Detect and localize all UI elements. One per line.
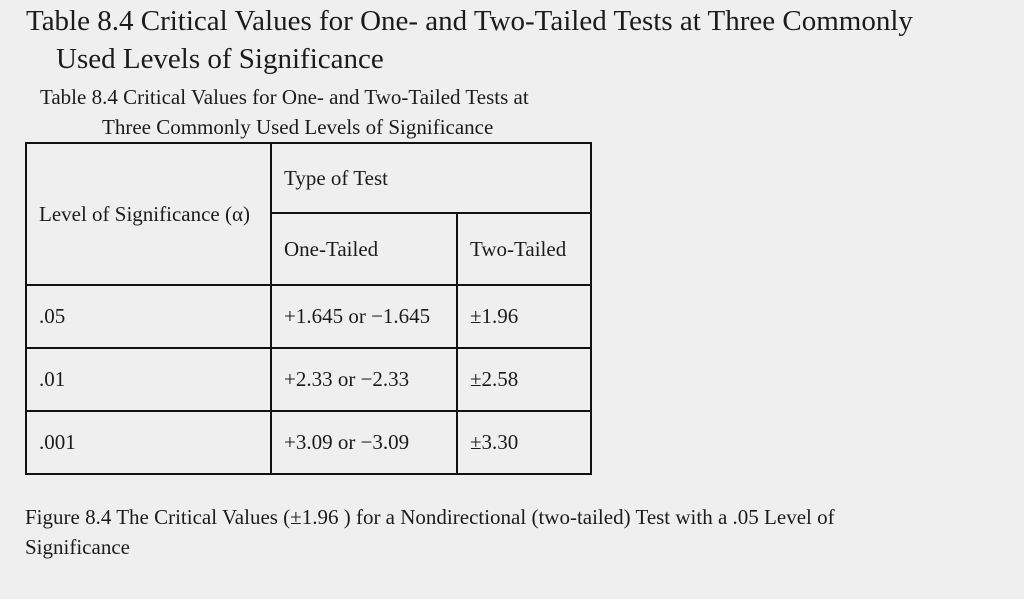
cell-level: .001 <box>25 410 272 475</box>
table-header-row: Level of Significance (α) Type of Test <box>25 142 592 286</box>
cell-two-tailed: ±3.30 <box>456 410 592 475</box>
table-row: .05 +1.645 or −1.645 ±1.96 <box>25 284 592 349</box>
table-row: .01 +2.33 or −2.33 ±2.58 <box>25 347 592 412</box>
cell-level: .05 <box>25 284 272 349</box>
table-caption-line-1: Table 8.4 Critical Values for One- and T… <box>40 85 529 109</box>
cell-one-tailed: +2.33 or −2.33 <box>270 347 458 412</box>
table-caption-line-2: Three Commonly Used Levels of Significan… <box>102 115 494 139</box>
cell-level: .01 <box>25 347 272 412</box>
header-two-tailed: Two-Tailed <box>456 212 592 286</box>
table-caption: Table 8.4 Critical Values for One- and T… <box>40 82 600 142</box>
header-level-of-significance: Level of Significance (α) <box>25 142 272 286</box>
figure-caption: Figure 8.4 The Critical Values (±1.96 ) … <box>25 505 835 559</box>
table-row: .001 +3.09 or −3.09 ±3.30 <box>25 410 592 475</box>
page-title: Table 8.4 Critical Values for One- and T… <box>26 2 1006 78</box>
cell-two-tailed: ±1.96 <box>456 284 592 349</box>
table-subheader-row: One-Tailed Two-Tailed <box>26 212 592 286</box>
cell-two-tailed: ±2.58 <box>456 347 592 412</box>
critical-values-table: Level of Significance (α) Type of Test O… <box>25 142 592 475</box>
header-one-tailed: One-Tailed <box>270 212 458 286</box>
cell-one-tailed: +1.645 or −1.645 <box>270 284 458 349</box>
cell-one-tailed: +3.09 or −3.09 <box>270 410 458 475</box>
page-title-line-1: Table 8.4 Critical Values for One- and T… <box>26 5 913 37</box>
page-title-line-2: Used Levels of Significance <box>56 43 384 75</box>
header-type-of-test: Type of Test <box>270 142 592 214</box>
